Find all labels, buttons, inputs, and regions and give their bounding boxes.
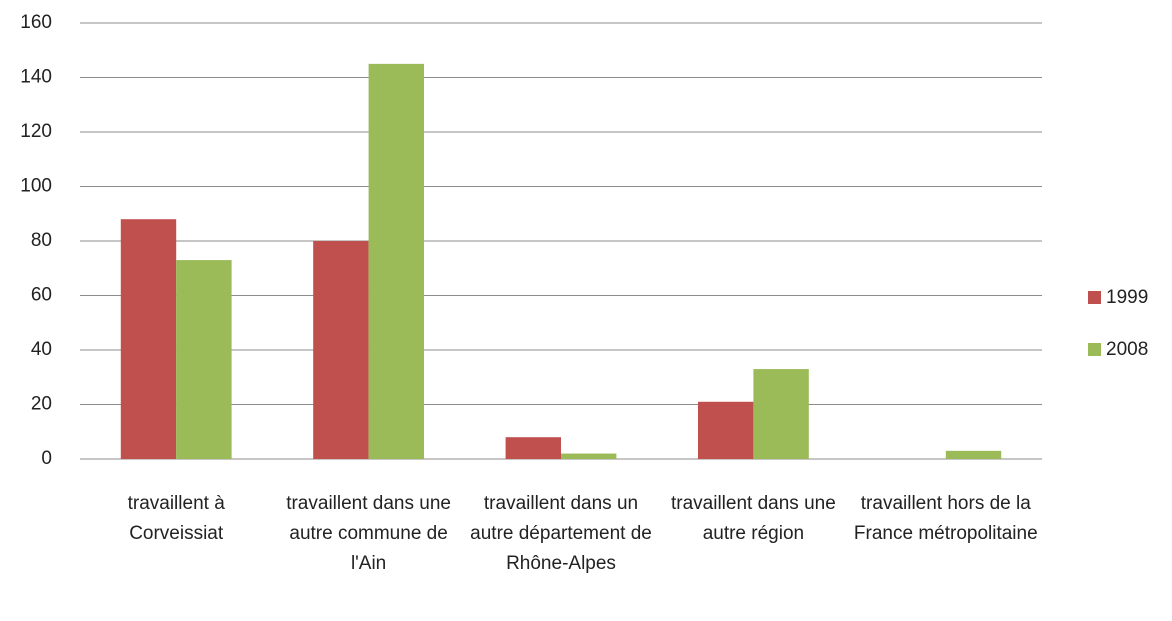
y-tick-label: 160 bbox=[20, 12, 52, 33]
bar bbox=[368, 63, 425, 459]
x-tick-label: travaillent dans une autre commune de l'… bbox=[286, 493, 451, 574]
legend-label: 2008 bbox=[1106, 339, 1148, 360]
y-tick-label: 120 bbox=[20, 121, 52, 142]
bar bbox=[753, 369, 809, 459]
legend-swatch bbox=[1088, 343, 1101, 356]
y-tick-label: 40 bbox=[31, 339, 52, 360]
y-tick-label: 60 bbox=[31, 285, 52, 306]
x-tick-label: travaillent dans un autre département de… bbox=[470, 493, 652, 574]
legend-swatch bbox=[1088, 291, 1101, 304]
bar bbox=[120, 219, 177, 459]
bar bbox=[176, 260, 232, 459]
bar bbox=[697, 401, 754, 459]
bar bbox=[561, 453, 617, 459]
y-tick-label: 80 bbox=[31, 230, 52, 251]
y-tick-label: 140 bbox=[20, 67, 52, 88]
y-tick-label: 20 bbox=[31, 394, 52, 415]
x-tick-label: travaillent hors de la France métropolit… bbox=[853, 493, 1038, 544]
legend-label: 1999 bbox=[1106, 287, 1148, 308]
bar bbox=[945, 450, 1002, 459]
y-tick-label: 0 bbox=[41, 448, 52, 469]
bar bbox=[313, 241, 369, 459]
x-tick-label: travaillent à Corveissiat bbox=[127, 493, 225, 544]
x-tick-label: travaillent dans une autre région bbox=[671, 493, 836, 544]
y-tick-label: 100 bbox=[20, 176, 52, 197]
bar bbox=[505, 437, 561, 459]
